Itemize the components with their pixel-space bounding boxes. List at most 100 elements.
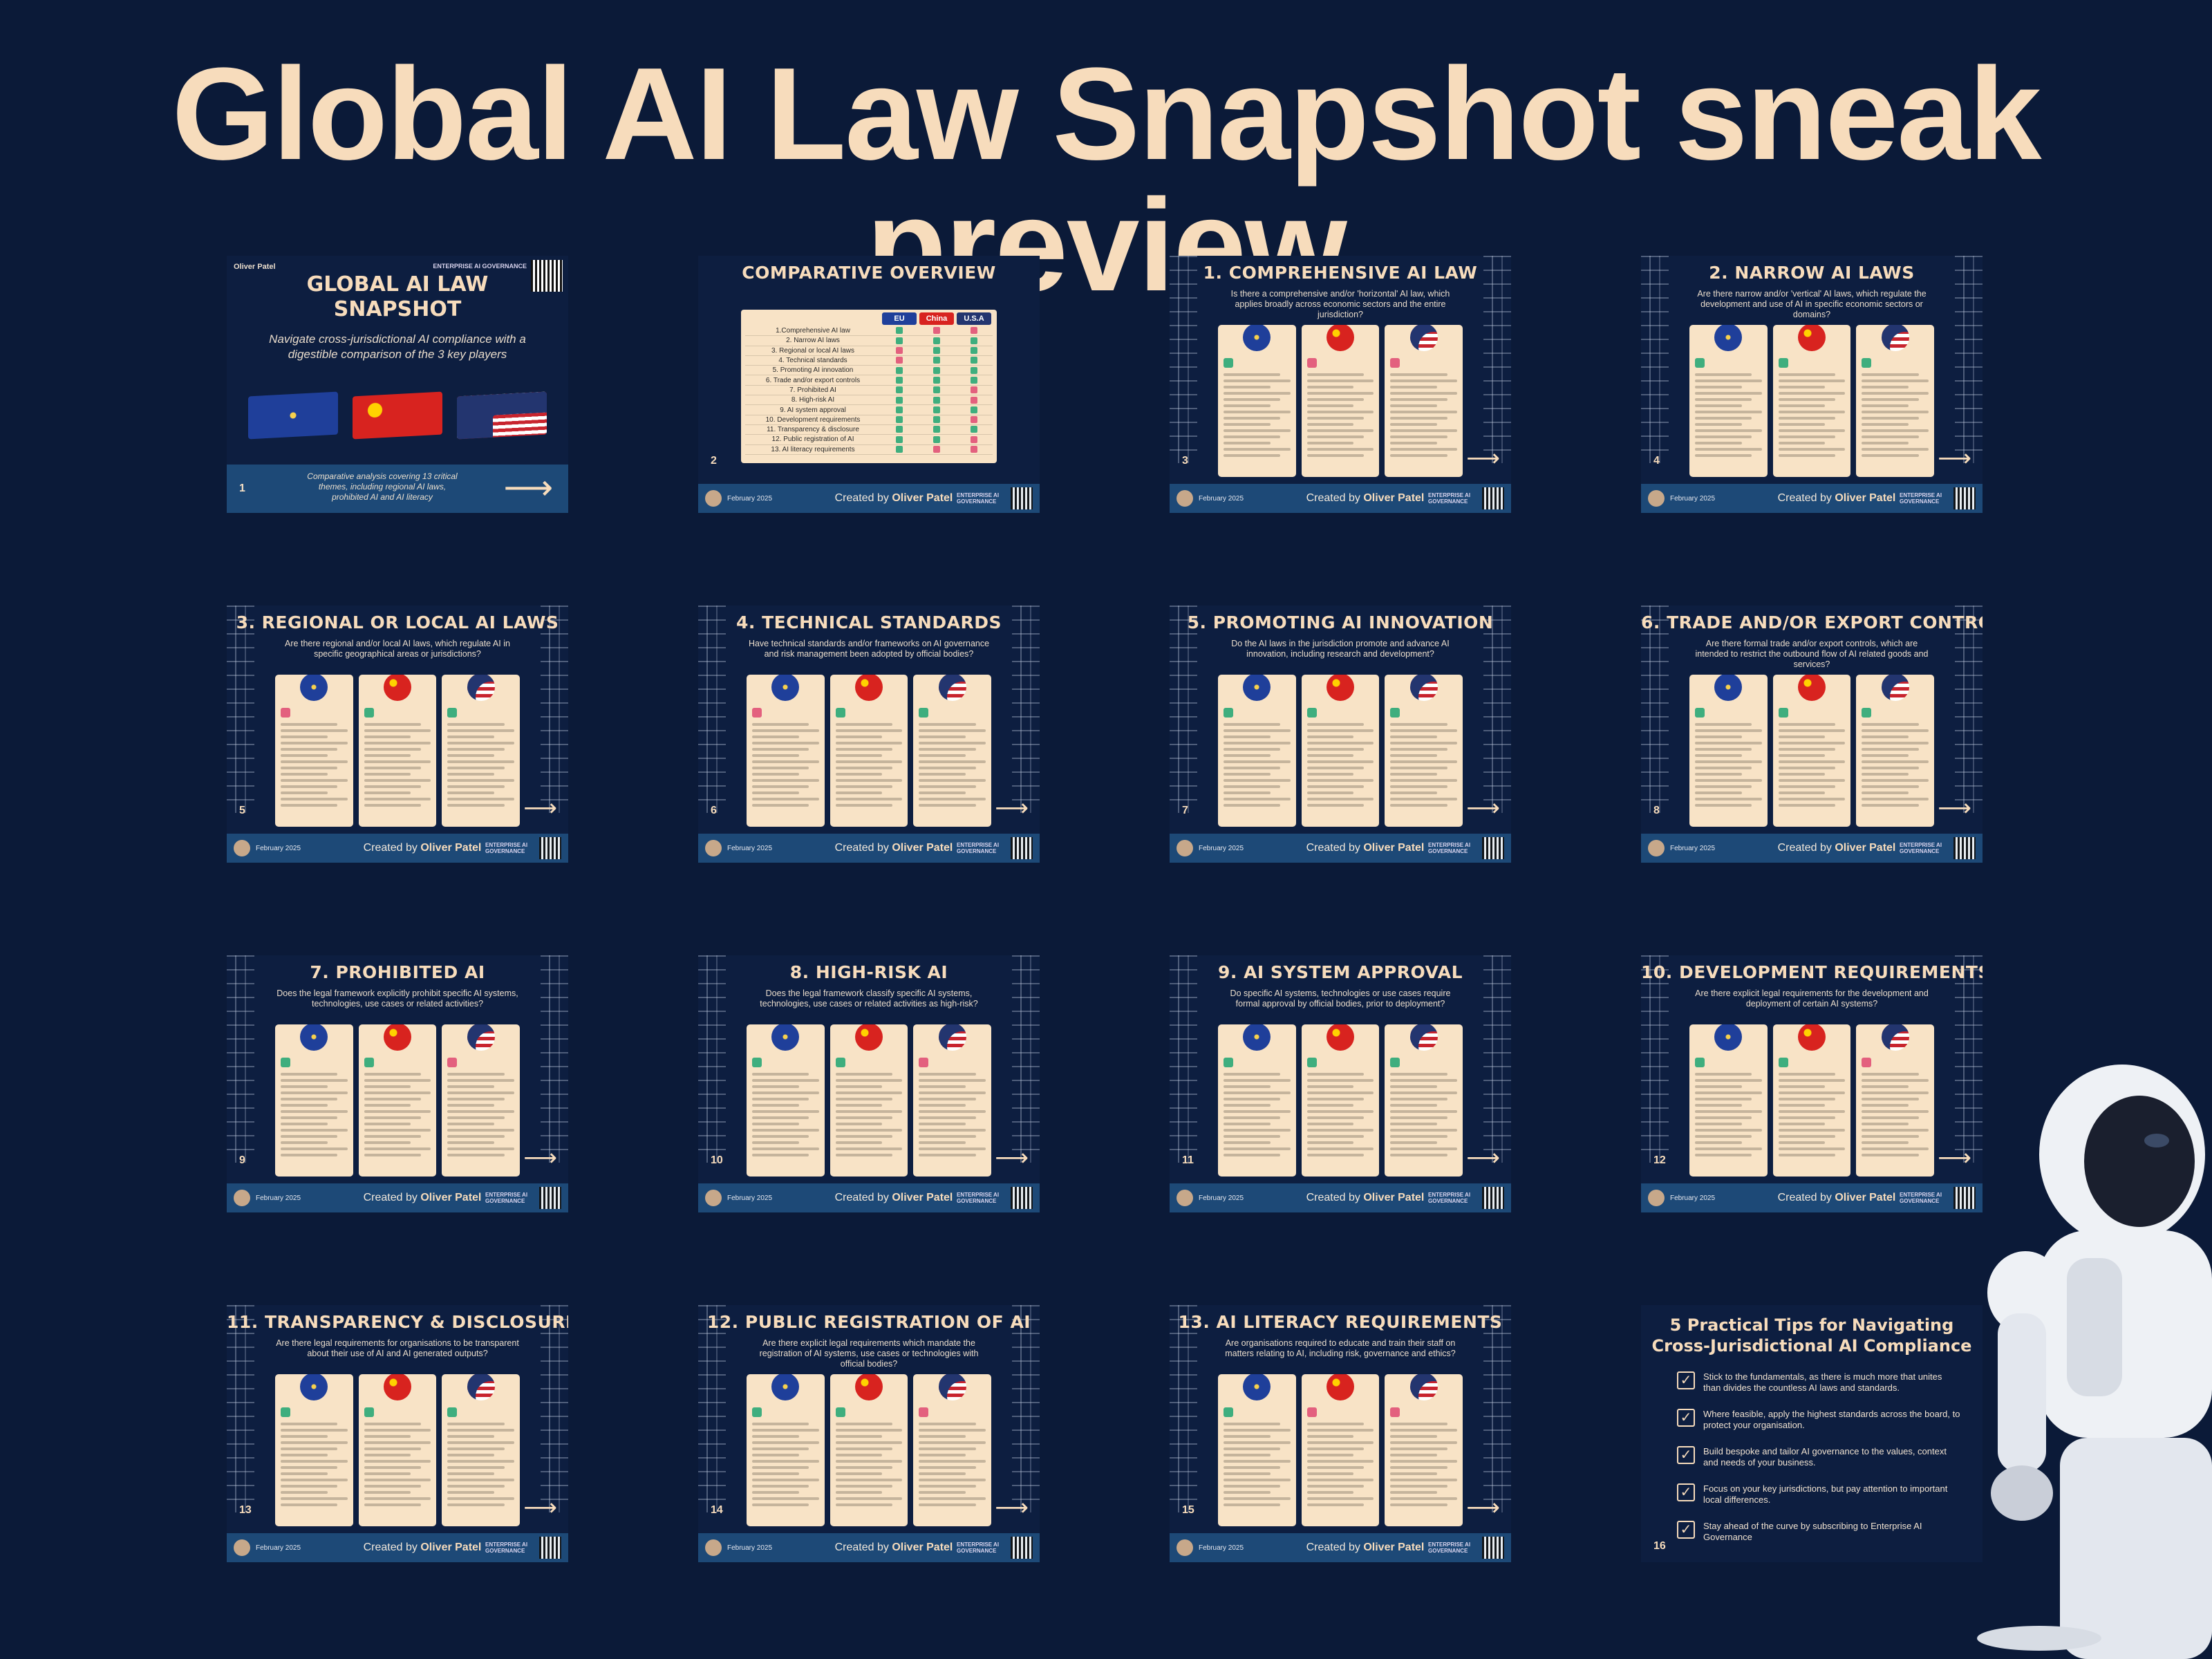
row-cell [918,364,955,377]
slide-card[interactable]: 13. AI LITERACY REQUIREMENTS Are organisa… [1170,1305,1511,1562]
panel-text-lines [1306,1073,1374,1156]
slide-card[interactable]: 7. PROHIBITED AI Does the legal framework… [227,955,568,1212]
author-name: Oliver Patel [1835,1192,1896,1203]
panel-text-lines [1224,1073,1291,1156]
panel-text-lines [447,1423,515,1506]
slide-footer: February 2025 Created by Oliver Patel EN… [698,484,1040,513]
slide-card[interactable]: 4. TECHNICAL STANDARDS Have technical sta… [698,606,1040,863]
check-icon [1390,1057,1400,1067]
slide-card[interactable]: 3. REGIONAL OR LOCAL AI LAWS Are there re… [227,606,568,863]
created-by-label: Created by [363,842,418,854]
slide-card[interactable]: 6. TRADE AND/OR EXPORT CONTROLS Are there… [1641,606,1983,863]
check-icon [896,406,903,413]
slide-title: 8. HIGH-RISK AI [789,962,948,982]
check-icon [896,416,903,424]
check-icon [933,435,940,443]
cross-icon [933,445,940,453]
slide-overview[interactable]: COMPARATIVE OVERVIEW EU China U.S.A 1.Co… [698,256,1040,513]
footer-date: February 2025 [727,844,773,852]
footer-date: February 2025 [1670,844,1716,852]
panel-text-lines [447,723,515,807]
row-cell [955,413,993,426]
avatar [705,1190,722,1206]
table-row: 6. Trade and/or export controls [745,375,993,386]
check-icon [933,386,940,394]
cross-icon [971,386,977,394]
jurisdiction-panel [830,1374,908,1526]
panel-text-lines [1390,373,1458,457]
slide-title: 10. DEVELOPMENT REQUIREMENTS [1641,962,1983,982]
checkbox-tick-icon: ✓ [1677,1521,1695,1539]
circuit-decoration [1483,955,1511,1163]
eu-flag-icon [300,675,328,701]
panel-text-lines [1862,723,1929,807]
row-label: 6. Trade and/or export controls [765,376,861,384]
author-name: Oliver Patel [892,1192,953,1203]
panel-text-lines [919,723,986,807]
check-icon [896,445,903,453]
slide-card[interactable]: 1. COMPREHENSIVE AI LAW Is there a compre… [1170,256,1511,513]
footer-brand: ENTERPRISE AI GOVERNANCE [485,842,528,854]
row-cell [918,384,955,396]
jurisdiction-columns [1689,1024,1935,1177]
row-label: 9. AI system approval [780,406,846,414]
jurisdiction-panel [1772,1024,1851,1177]
circuit-decoration [1012,606,1040,813]
slide-question: Are there explicit legal requirements fo… [1695,988,1929,1009]
jurisdiction-columns [1218,325,1463,477]
panel-text-lines [1778,723,1846,807]
cover-flags [241,391,554,442]
avatar [705,490,722,507]
slide-tips[interactable]: 5 Practical Tips for Navigating Cross-Ju… [1641,1305,1983,1562]
china-flag-icon [1327,1024,1354,1051]
tips-title-line2: Cross-Jurisdictional AI Compliance [1651,1336,1972,1356]
created-by-label: Created by [363,1192,418,1203]
slide-card[interactable]: 8. HIGH-RISK AI Does the legal framework … [698,955,1040,1212]
avatar [705,1539,722,1556]
row-cell [918,394,955,406]
check-icon [933,357,940,364]
jurisdiction-panel [1772,675,1851,827]
eu-flag-icon [247,391,338,440]
row-cell [918,413,955,426]
check-icon [971,337,977,344]
slide-cover[interactable]: Oliver Patel ENTERPRISE AI GOVERNANCE GL… [227,256,568,513]
china-flag-icon [384,1374,411,1400]
circuit-decoration [698,606,726,813]
jurisdiction-panel [1218,675,1296,827]
row-cell [918,335,955,347]
author-name: Oliver Patel [1363,492,1425,504]
jurisdiction-columns [1689,675,1935,827]
check-icon [971,376,977,384]
check-icon [896,376,903,384]
check-icon [281,1407,290,1417]
author-name: Oliver Patel [892,492,953,504]
avatar [705,840,722,856]
slide-number: 9 [239,1154,245,1166]
slide-card[interactable]: 11. TRANSPARENCY & DISCLOSURE Are there l… [227,1305,568,1562]
slide-footer: February 2025 Created by Oliver Patel ENTE… [698,834,1040,863]
row-cell [955,443,993,456]
slide-card[interactable]: 12. PUBLIC REGISTRATION OF AI Are there e… [698,1305,1040,1562]
created-by-label: Created by [1306,1192,1360,1203]
slide-card[interactable]: 10. DEVELOPMENT REQUIREMENTS Are there ex… [1641,955,1983,1212]
slide-card[interactable]: 5. PROMOTING AI INNOVATION Do the AI laws… [1170,606,1511,863]
avatar [234,840,250,856]
qr-code-icon [1482,487,1504,509]
row-cell [955,394,993,406]
qr-code-icon [539,837,561,859]
circuit-decoration [698,955,726,1163]
usa-flag-icon [938,1024,966,1051]
check-icon [1778,707,1788,718]
jurisdiction-panel [1856,675,1935,827]
cross-icon [971,435,977,443]
jurisdiction-panel [1301,325,1380,477]
jurisdiction-panel [913,1024,992,1177]
panel-text-lines [1778,373,1846,457]
qr-code-icon [1953,487,1976,509]
slide-card[interactable]: 9. AI SYSTEM APPROVAL Do specific AI syst… [1170,955,1511,1212]
footer-brand: ENTERPRISE AI GOVERNANCE [1428,1192,1471,1204]
cross-icon [752,707,762,718]
slide-card[interactable]: 2. NARROW AI LAWS Are there narrow and/or… [1641,256,1983,513]
jurisdiction-columns [747,675,992,827]
